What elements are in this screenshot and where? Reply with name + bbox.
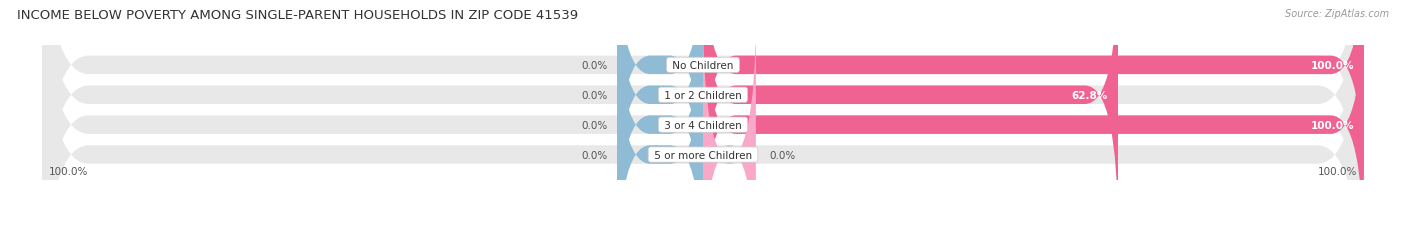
FancyBboxPatch shape — [617, 0, 703, 205]
FancyBboxPatch shape — [703, 0, 1364, 231]
Text: 1 or 2 Children: 1 or 2 Children — [661, 90, 745, 100]
Text: 0.0%: 0.0% — [769, 150, 796, 160]
FancyBboxPatch shape — [617, 15, 703, 231]
FancyBboxPatch shape — [42, 0, 1364, 231]
FancyBboxPatch shape — [42, 0, 1364, 231]
Text: 3 or 4 Children: 3 or 4 Children — [661, 120, 745, 130]
Text: 100.0%: 100.0% — [1310, 61, 1354, 70]
Text: Source: ZipAtlas.com: Source: ZipAtlas.com — [1285, 9, 1389, 19]
Text: 0.0%: 0.0% — [581, 90, 607, 100]
FancyBboxPatch shape — [42, 0, 1364, 231]
Text: 100.0%: 100.0% — [1310, 120, 1354, 130]
Text: 100.0%: 100.0% — [1317, 166, 1357, 176]
Text: INCOME BELOW POVERTY AMONG SINGLE-PARENT HOUSEHOLDS IN ZIP CODE 41539: INCOME BELOW POVERTY AMONG SINGLE-PARENT… — [17, 9, 578, 22]
Text: 100.0%: 100.0% — [49, 166, 89, 176]
Text: 0.0%: 0.0% — [581, 150, 607, 160]
Text: 0.0%: 0.0% — [581, 61, 607, 70]
FancyBboxPatch shape — [617, 0, 703, 231]
Text: 5 or more Children: 5 or more Children — [651, 150, 755, 160]
FancyBboxPatch shape — [617, 0, 703, 231]
FancyBboxPatch shape — [42, 0, 1364, 231]
Text: 0.0%: 0.0% — [581, 120, 607, 130]
FancyBboxPatch shape — [703, 15, 756, 231]
FancyBboxPatch shape — [703, 0, 1118, 231]
Text: No Children: No Children — [669, 61, 737, 70]
Text: 62.8%: 62.8% — [1071, 90, 1108, 100]
FancyBboxPatch shape — [703, 0, 1364, 205]
